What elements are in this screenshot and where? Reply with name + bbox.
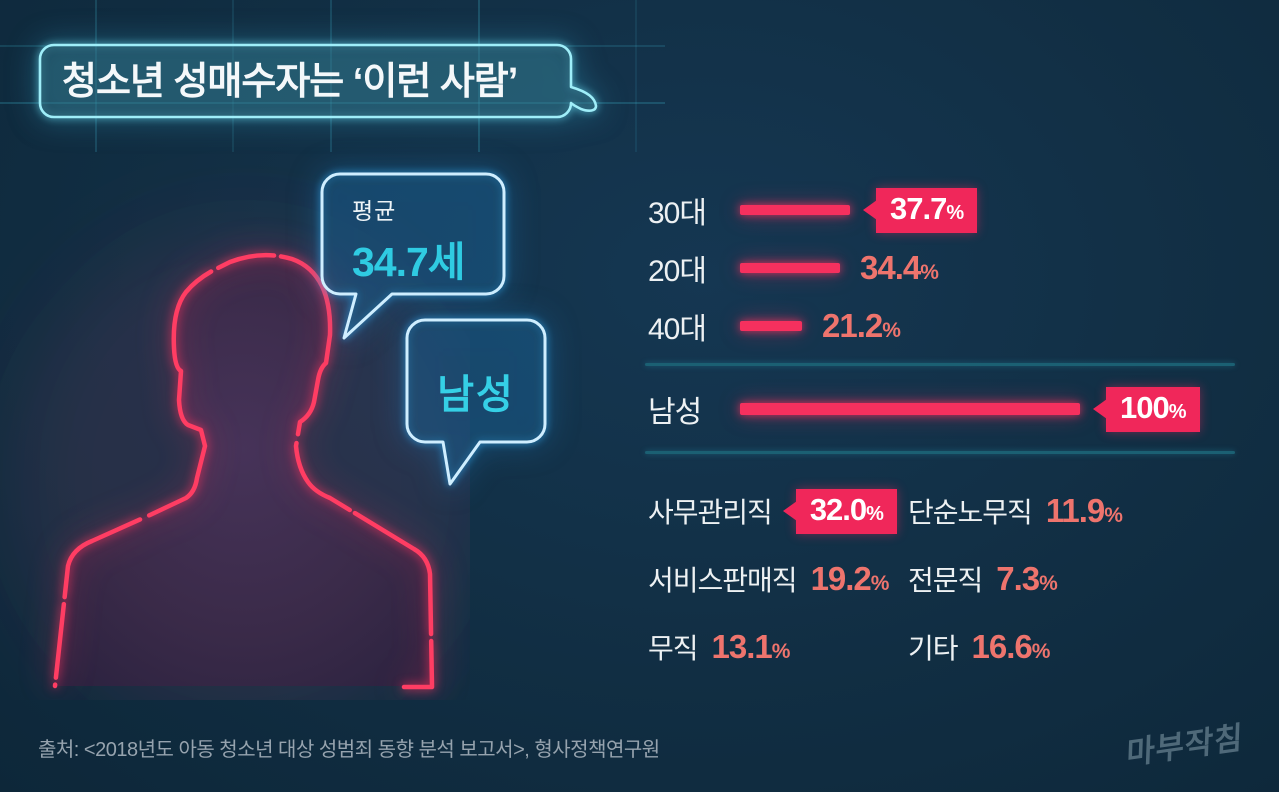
age-value: 37.7 [890,190,947,226]
title-box: 청소년 성매수자는 ‘이런 사람’ [38,43,638,168]
avg-age-bubble-text: 평균 34.7세 [352,192,466,288]
silhouette-neon-outline [52,252,435,690]
job-label: 단순노무직 [908,497,1033,528]
gender-bubble-frame [405,318,547,486]
avg-age-value: 34.7세 [352,239,466,285]
source-citation: 출처: <2018년도 아동 청소년 대상 성범죄 동향 분석 보고서>, 형사… [38,739,660,761]
gender-value: 100 [1120,389,1170,425]
job-value: 11.9% [1045,492,1123,530]
gender-row-label: 남성 [648,396,702,429]
percent-sign: % [771,640,791,663]
job-item-unemployed: 무직 13.1% [648,613,908,681]
man-silhouette-illustration [10,225,470,700]
percent-sign: % [870,572,890,595]
age-row-20s: 20대 34.4% [648,240,939,296]
job-item-other: 기타 16.6% [908,613,1234,681]
jobs-grid: 사무관리직 32.0% 단순노무직 11.9% 서비스판매직 19.2% 전문직… [648,477,1234,681]
age-row-label: 30대 [648,197,707,230]
job-label: 전문직 [908,565,983,596]
percent-sign: % [1104,504,1123,527]
age-value: 21.2 [822,307,883,344]
age-row-40s: 40대 21.2% [648,298,901,354]
age-row-label: 20대 [648,255,707,288]
job-item-labor: 단순노무직 11.9% [908,477,1234,545]
gender-bar [740,403,1080,415]
job-value-number: 19.2 [810,560,872,597]
section-divider-top [645,363,1235,366]
age-row-label: 40대 [648,313,707,346]
section-divider-bottom [645,451,1235,454]
job-value-badge-office: 32.0% [795,488,897,534]
gender-row: 남성 100% [648,383,1200,435]
percent-sign: % [1031,640,1051,663]
job-value: 32.0 [809,491,867,527]
avg-age-label: 평균 [352,198,397,224]
job-value-number: 16.6 [971,628,1033,665]
silhouette-fill [55,255,432,686]
percent-sign: % [946,201,964,224]
job-value: 13.1% [711,628,791,666]
job-label: 서비스판매직 [648,565,798,596]
age-value-badge-30s: 37.7% [876,187,978,233]
page-title: 청소년 성매수자는 ‘이런 사람’ [62,61,518,103]
job-value-number: 11.9 [1045,492,1105,529]
age-row-30s: 30대 37.7% [648,182,978,238]
job-label: 기타 [908,633,959,664]
job-item-office: 사무관리직 32.0% [648,477,908,545]
job-value-number: 13.1 [711,628,773,665]
percent-sign: % [866,502,884,525]
gender-value-badge: 100% [1106,386,1200,432]
title-neon-frame [38,43,598,119]
job-value: 16.6% [971,628,1051,666]
age-bar-30s [740,205,850,215]
age-value-20s: 34.4% [860,249,939,287]
age-bar-20s [740,263,840,273]
job-label: 무직 [648,633,699,664]
percent-sign: % [1039,572,1058,595]
percent-sign: % [1168,400,1187,423]
gender-bubble-text: 남성 [437,373,515,417]
job-value-number: 7.3 [996,560,1040,597]
age-value: 34.4 [860,249,921,286]
job-label: 사무관리직 [648,497,773,528]
age-bar-40s [740,321,802,331]
job-item-professional: 전문직 7.3% [908,545,1234,613]
mabujakchim-logo: 마부작침 [1125,719,1245,772]
job-value: 19.2% [810,560,890,598]
percent-sign: % [920,261,939,284]
job-value: 7.3% [996,560,1058,598]
percent-sign: % [882,319,901,342]
avg-age-bubble-frame [320,172,506,340]
age-value-40s: 21.2% [822,307,901,345]
job-item-service-sales: 서비스판매직 19.2% [648,545,908,613]
